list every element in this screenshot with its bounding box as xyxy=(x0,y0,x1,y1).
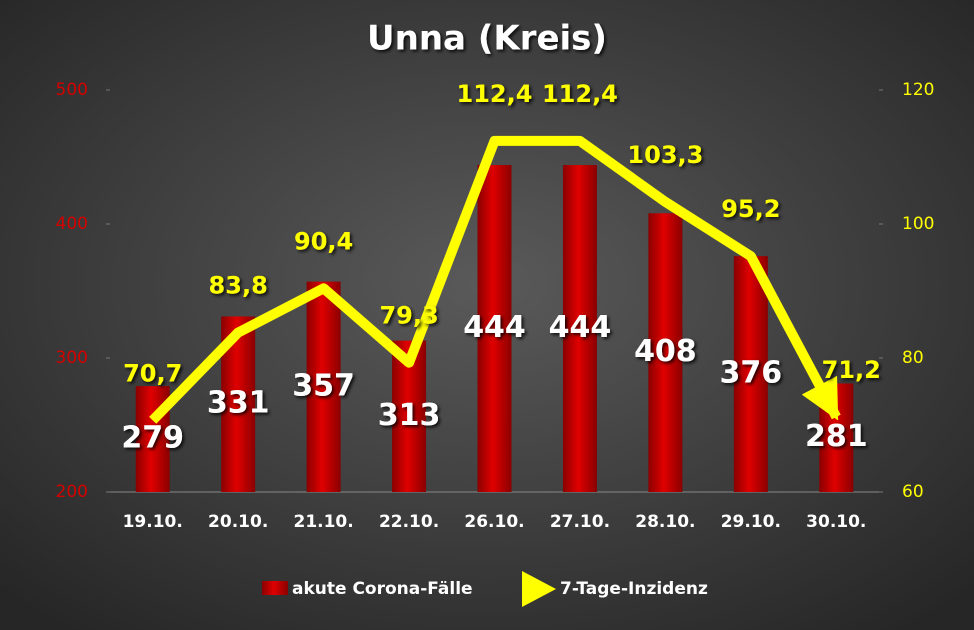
data-label: 83,8 xyxy=(209,272,268,300)
data-label: 313 xyxy=(378,398,441,433)
y2-tick-label: 120 xyxy=(902,80,934,100)
data-label: 281 xyxy=(805,419,868,454)
data-label: 90,4 xyxy=(294,227,353,255)
legend-label: akute Corona-Fälle xyxy=(292,579,473,599)
legend-swatch xyxy=(262,581,288,595)
chart-title: Unna (Kreis) xyxy=(367,19,607,59)
x-tick-label: 19.10. xyxy=(123,512,183,532)
x-tick-label: 20.10. xyxy=(208,512,268,532)
data-label: 331 xyxy=(207,386,270,421)
data-label: 357 xyxy=(292,368,355,403)
data-label: 103,3 xyxy=(627,141,703,169)
data-label: 444 xyxy=(463,310,526,345)
data-label: 95,2 xyxy=(721,195,780,223)
bar xyxy=(562,165,597,493)
y-tick-label: 400 xyxy=(56,214,88,234)
bar xyxy=(648,213,683,492)
y-tick-label: 300 xyxy=(56,348,88,368)
x-tick-label: 22.10. xyxy=(379,512,439,532)
x-tick-label: 28.10. xyxy=(635,512,695,532)
y-tick-label: 200 xyxy=(56,482,88,502)
y2-tick-label: 60 xyxy=(902,482,924,502)
x-tick-label: 29.10. xyxy=(721,512,781,532)
data-label: 112,4 xyxy=(457,80,533,108)
bar xyxy=(733,256,768,492)
legend-swatch xyxy=(522,571,556,607)
line xyxy=(149,135,841,424)
data-label: 70,7 xyxy=(123,359,182,387)
x-tick-label: 26.10. xyxy=(464,512,524,532)
data-label: 408 xyxy=(634,334,697,369)
data-label: 112,4 xyxy=(542,80,618,108)
y2-tick-label: 100 xyxy=(902,214,934,234)
data-label: 376 xyxy=(720,356,783,391)
bar xyxy=(306,281,341,492)
legend-label: 7-Tage-Inzidenz xyxy=(560,579,708,599)
y2-tick-label: 80 xyxy=(902,348,924,368)
x-tick-label: 27.10. xyxy=(550,512,610,532)
data-label: 279 xyxy=(121,421,184,456)
data-label: 71,2 xyxy=(822,356,881,384)
data-label: 79,3 xyxy=(379,302,438,330)
data-label: 444 xyxy=(549,310,612,345)
y-tick-label: 500 xyxy=(56,80,88,100)
x-tick-label: 30.10. xyxy=(806,512,866,532)
x-tick-label: 21.10. xyxy=(293,512,353,532)
bar xyxy=(477,165,512,493)
